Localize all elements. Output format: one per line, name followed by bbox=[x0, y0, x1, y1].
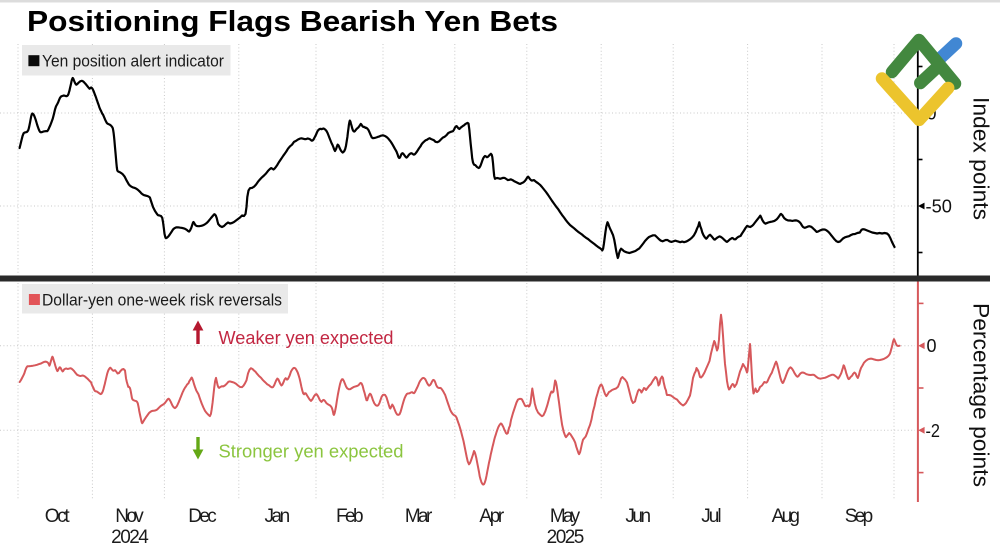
svg-text:Oct: Oct bbox=[45, 506, 71, 527]
svg-text:-2: -2 bbox=[926, 421, 941, 441]
svg-text:2025: 2025 bbox=[547, 527, 585, 545]
svg-text:Dollar-yen one-week risk rever: Dollar-yen one-week risk reversals bbox=[42, 292, 282, 310]
svg-text:Nov: Nov bbox=[115, 506, 144, 527]
svg-text:May: May bbox=[550, 506, 581, 527]
svg-text:Weaker yen expected: Weaker yen expected bbox=[219, 327, 394, 348]
svg-text:0: 0 bbox=[927, 336, 937, 356]
svg-text:Feb: Feb bbox=[336, 506, 364, 527]
svg-text:2024: 2024 bbox=[111, 527, 149, 545]
svg-text:Stronger yen expected: Stronger yen expected bbox=[219, 441, 404, 462]
svg-text:Jan: Jan bbox=[264, 506, 290, 527]
svg-text:Yen position alert indicator: Yen position alert indicator bbox=[42, 53, 224, 71]
svg-text:Sep: Sep bbox=[845, 506, 873, 527]
svg-text:Jul: Jul bbox=[701, 506, 721, 527]
svg-text:Jun: Jun bbox=[625, 506, 651, 527]
svg-text:Mar: Mar bbox=[405, 506, 433, 527]
svg-text:Percentage points: Percentage points bbox=[969, 303, 994, 487]
svg-text:Apr: Apr bbox=[479, 506, 505, 527]
svg-text:Positioning Flags Bearish Yen: Positioning Flags Bearish Yen Bets bbox=[27, 6, 558, 38]
svg-text:Index points: Index points bbox=[969, 97, 994, 220]
svg-text:Aug: Aug bbox=[772, 506, 800, 527]
svg-text:-50: -50 bbox=[926, 197, 952, 217]
svg-text:Dec: Dec bbox=[188, 506, 216, 527]
